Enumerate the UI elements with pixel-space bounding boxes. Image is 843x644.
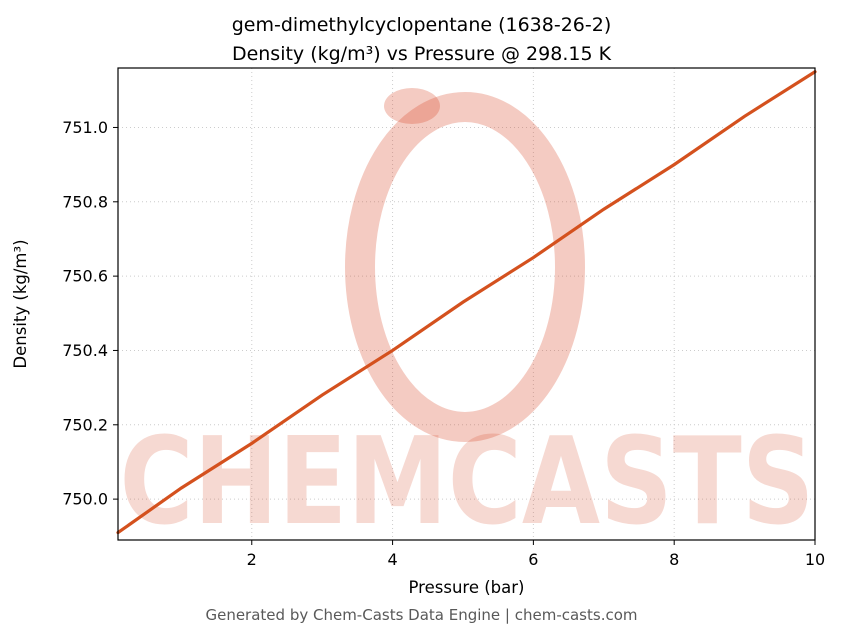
plot-border <box>117 67 816 541</box>
y-tick-label: 750.6 <box>62 267 108 286</box>
density-vs-pressure-line <box>116 70 817 535</box>
chart-title-line1: gem-dimethylcyclopentane (1638-26-2) <box>231 14 612 36</box>
chart-title-line2: Density (kg/m³) vs Pressure @ 298.15 K <box>231 42 612 65</box>
chart-title: gem-dimethylcyclopentane (1638-26-2) Den… <box>0 11 843 68</box>
y-tick-label: 750.8 <box>62 192 108 211</box>
watermark-text: CHEMCASTS <box>120 413 815 552</box>
y-tick-label: 750.0 <box>62 490 108 509</box>
y-tick-label: 750.2 <box>62 415 108 434</box>
y-tick-label: 750.4 <box>62 341 108 360</box>
watermark-brush-blob-icon <box>384 88 440 124</box>
x-tick-label: 10 <box>805 550 825 569</box>
x-tick-label: 4 <box>387 550 397 569</box>
x-tick-label: 8 <box>669 550 679 569</box>
x-axis-label: Pressure (bar) <box>409 578 525 597</box>
watermark-ring-icon <box>345 92 585 442</box>
x-tick-label: 6 <box>528 550 538 569</box>
footer-credit: Generated by Chem-Casts Data Engine | ch… <box>205 606 638 624</box>
y-axis-label: Density (kg/m³) <box>11 239 30 368</box>
x-tick-label: 2 <box>247 550 257 569</box>
y-tick-label: 751.0 <box>62 118 108 137</box>
